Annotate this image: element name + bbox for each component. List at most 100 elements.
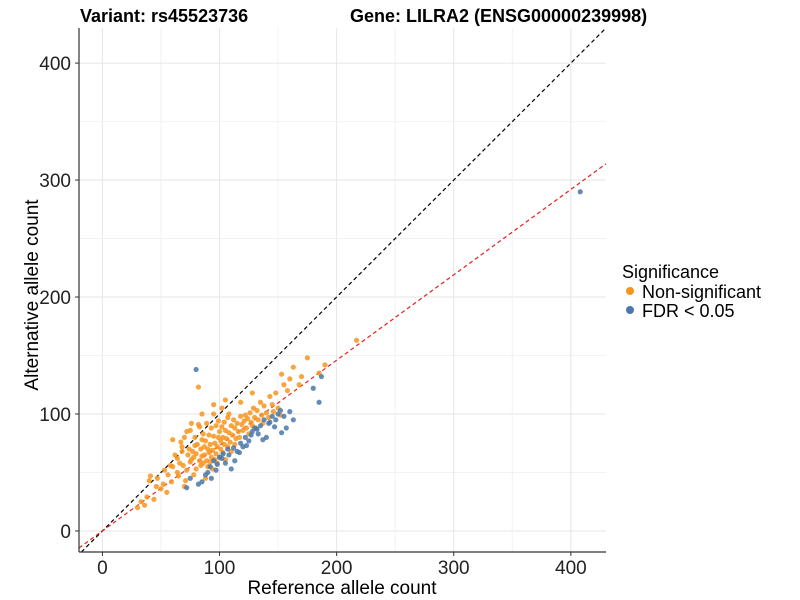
point-fdr-significant: [193, 366, 199, 373]
point-non-significant: [168, 479, 175, 485]
point-non-significant: [270, 409, 277, 415]
point-fdr-significant: [577, 189, 583, 195]
point-fdr-significant: [242, 434, 248, 440]
point-non-significant: [184, 428, 190, 435]
point-non-significant: [287, 376, 293, 382]
point-non-significant: [296, 382, 302, 388]
point-fdr-significant: [261, 417, 267, 423]
point-fdr-significant: [225, 446, 231, 452]
point-fdr-significant: [220, 451, 226, 457]
point-non-significant: [235, 428, 241, 435]
point-non-significant: [160, 481, 166, 487]
point-non-significant: [222, 397, 228, 403]
point-non-significant: [134, 504, 141, 511]
point-fdr-significant: [199, 479, 205, 485]
point-non-significant: [254, 407, 260, 414]
point-non-significant: [208, 425, 214, 431]
point-non-significant: [188, 420, 195, 426]
point-non-significant: [204, 420, 210, 426]
point-non-significant: [221, 419, 227, 425]
point-non-significant: [247, 410, 253, 416]
point-fdr-significant: [228, 466, 234, 472]
point-non-significant: [322, 362, 328, 368]
point-non-significant: [353, 337, 360, 343]
point-non-significant: [207, 441, 213, 447]
point-non-significant: [147, 473, 154, 479]
point-non-significant: [146, 478, 152, 484]
point-non-significant: [209, 447, 216, 453]
point-non-significant: [267, 393, 273, 400]
point-non-significant: [179, 448, 185, 455]
point-non-significant: [164, 489, 170, 495]
point-fdr-significant: [236, 449, 243, 456]
point-fdr-significant: [290, 417, 296, 423]
point-non-significant: [195, 384, 202, 390]
point-non-significant: [219, 405, 225, 411]
point-fdr-significant: [213, 467, 219, 473]
legend-entry-fdr: FDR < 0.05: [626, 301, 735, 321]
point-fdr-significant: [246, 438, 252, 444]
y-tick-label: 400: [39, 54, 71, 75]
point-fdr-significant: [205, 469, 211, 476]
point-non-significant: [165, 472, 171, 478]
point-non-significant: [279, 371, 285, 377]
point-non-significant: [170, 464, 176, 470]
point-non-significant: [290, 364, 296, 370]
point-non-significant: [259, 412, 265, 418]
point-non-significant: [226, 411, 232, 417]
y-tick-label: 100: [39, 405, 71, 426]
x-axis-title: Reference allele count: [247, 578, 437, 599]
legend-title: Significance: [622, 262, 719, 282]
x-tick-label: 200: [321, 558, 353, 579]
point-fdr-significant: [310, 385, 316, 391]
point-non-significant: [284, 387, 291, 394]
point-non-significant: [255, 417, 261, 423]
point-non-significant: [261, 403, 267, 409]
identity-line: [80, 27, 607, 553]
point-fdr-significant: [273, 417, 279, 423]
point-non-significant: [281, 382, 287, 388]
point-non-significant: [269, 402, 275, 408]
point-non-significant: [151, 496, 157, 502]
point-non-significant: [202, 438, 209, 444]
point-fdr-significant: [260, 437, 266, 443]
point-fdr-significant: [243, 442, 250, 449]
point-fdr-significant: [187, 475, 193, 481]
point-fdr-significant: [226, 452, 232, 458]
point-non-significant: [161, 467, 168, 473]
point-non-significant: [193, 466, 199, 472]
grid-lines: [79, 28, 606, 552]
point-non-significant: [211, 433, 217, 439]
legend-label-non-significant: Non-significant: [642, 282, 761, 302]
point-non-significant: [174, 455, 180, 462]
point-fdr-significant: [222, 460, 228, 466]
point-fdr-significant: [254, 426, 260, 432]
point-non-significant: [201, 452, 207, 458]
chart-title-gene: Gene: LILRA2 (ENSG00000239998): [350, 6, 647, 26]
point-non-significant: [213, 451, 219, 457]
point-non-significant: [230, 417, 237, 423]
y-tick-label: 300: [39, 171, 71, 192]
point-non-significant: [211, 402, 217, 408]
point-non-significant: [193, 451, 199, 457]
point-non-significant: [175, 473, 182, 479]
legend-label-fdr: FDR < 0.05: [642, 301, 735, 321]
point-non-significant: [213, 423, 219, 429]
y-axis-title: Alternative allele count: [22, 199, 43, 391]
legend-entry-non-significant: Non-significant: [626, 282, 761, 302]
point-fdr-significant: [214, 461, 220, 467]
legend-swatch-non-significant: [626, 287, 634, 295]
point-fdr-significant: [277, 407, 284, 414]
point-non-significant: [243, 425, 250, 431]
point-non-significant: [200, 431, 206, 437]
point-non-significant: [215, 418, 221, 424]
point-fdr-significant: [283, 425, 289, 431]
point-fdr-significant: [184, 485, 190, 491]
point-fdr-significant: [287, 409, 293, 415]
point-non-significant: [197, 424, 203, 430]
point-non-significant: [138, 499, 144, 505]
legend-swatch-fdr: [626, 306, 634, 314]
point-non-significant: [227, 439, 233, 445]
point-non-significant: [170, 437, 176, 443]
